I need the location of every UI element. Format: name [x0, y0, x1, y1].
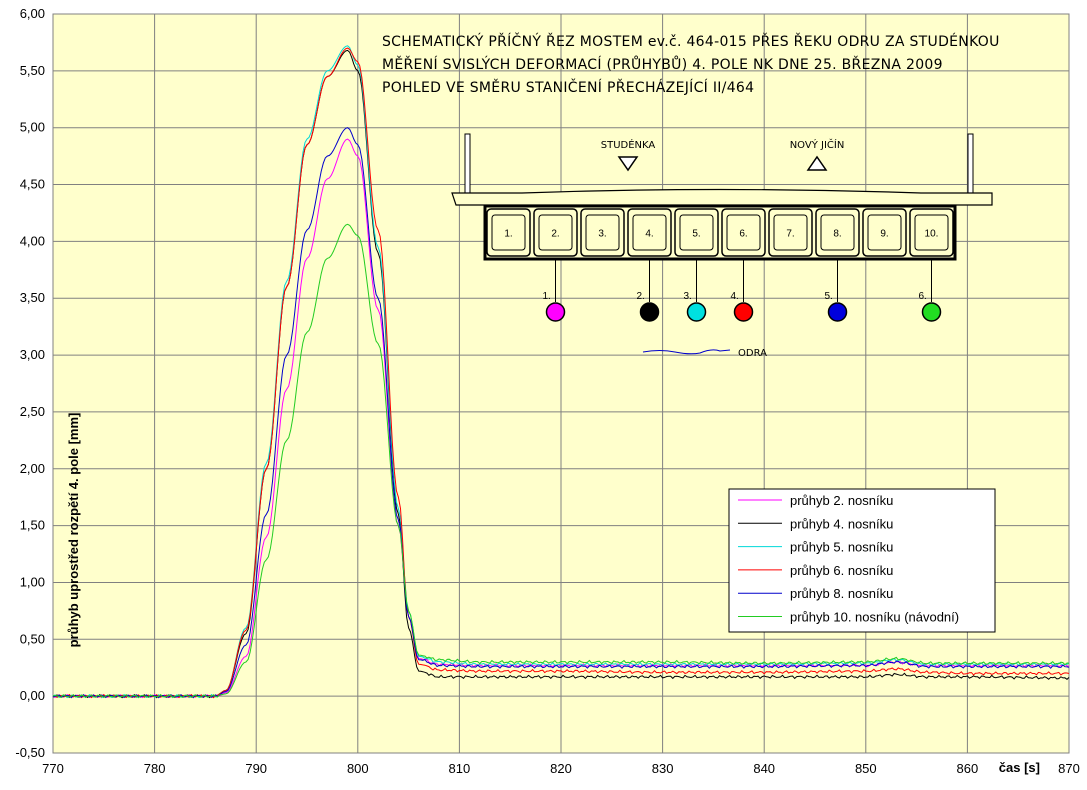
- y-tick-label: 0,00: [20, 688, 45, 703]
- legend-label: průhyb 10. nosníku (návodní): [790, 610, 959, 625]
- sensor-marker: [639, 302, 660, 322]
- y-tick-label: -0,50: [15, 745, 45, 760]
- river-label: ODRA: [738, 348, 767, 359]
- x-tick-label: 790: [245, 761, 267, 776]
- y-tick-label: 3,50: [20, 290, 45, 305]
- beam-cell: [585, 214, 620, 251]
- series-line: [53, 47, 1070, 699]
- bridge-deck: [451, 188, 993, 206]
- sensor-marker: [733, 302, 754, 322]
- beam-cell: [679, 214, 714, 251]
- y-tick-label: 1,00: [20, 574, 45, 589]
- beam-label: 1.: [504, 229, 512, 240]
- sensor-label: 6.: [919, 291, 927, 302]
- legend-box: [728, 488, 996, 633]
- y-tick-label: 2,50: [20, 404, 45, 419]
- chart-title-line-2: MĚŘENÍ SVISLÝCH DEFORMACÍ (PRŮHYBŮ) 4. P…: [382, 55, 943, 73]
- x-axis: 770 780 790 800 810 820 830 840 850 860 870: [42, 761, 1080, 776]
- beam-label: 3.: [598, 229, 606, 240]
- legend-label: průhyb 5. nosníku: [790, 540, 893, 555]
- chart-title-line-3: POHLED VE SMĚRU STANIČENÍ PŘECHÁZEJÍCÍ I…: [382, 78, 754, 96]
- beam-label: 9.: [880, 229, 888, 240]
- sensor-marker: [545, 302, 566, 322]
- x-tick-label: 800: [347, 761, 369, 776]
- beam-cell: [820, 214, 855, 251]
- sensor-marker: [921, 302, 942, 322]
- y-tick-label: 4,50: [20, 177, 45, 192]
- x-tick-label: 810: [449, 761, 471, 776]
- x-tick-label: 820: [550, 761, 572, 776]
- x-tick-label: 850: [855, 761, 877, 776]
- y-tick-label: 1,50: [20, 518, 45, 533]
- beam-cell: [491, 214, 526, 251]
- river-line: [642, 349, 731, 355]
- legend: průhyb 2. nosníku průhyb 4. nosníku průhyb…: [728, 488, 996, 633]
- legend-label: průhyb 6. nosníku: [790, 563, 893, 578]
- legend-label: průhyb 2. nosníku: [790, 493, 893, 508]
- beam-cell: [538, 214, 573, 251]
- sensor-label: 1.: [543, 291, 551, 302]
- y-tick-label: 5,00: [20, 120, 45, 135]
- sensor-label: 5.: [825, 291, 833, 302]
- y-tick-label: 5,50: [20, 63, 45, 78]
- beam-label: 4.: [645, 229, 653, 240]
- sensor-label: 3.: [684, 291, 692, 302]
- y-tick-label: 6,00: [20, 6, 45, 21]
- beam-label: 8.: [833, 229, 841, 240]
- direction-right-label: NOVÝ JIČÍN: [790, 138, 845, 151]
- arrow-up-icon: [806, 155, 828, 171]
- direction-left-label: STUDÉNKA: [601, 138, 656, 151]
- beam-cell: [867, 214, 902, 251]
- beam-label: 10.: [925, 229, 939, 240]
- x-axis-label: čas [s]: [999, 760, 1040, 775]
- y-tick-label: 2,00: [20, 461, 45, 476]
- series-line: [52, 127, 1070, 699]
- arrow-down-icon: [617, 156, 639, 172]
- beam-cell: [632, 214, 667, 251]
- beam-label: 7.: [786, 229, 794, 240]
- series-lines: [52, 45, 1070, 699]
- y-tick-label: 4,00: [20, 233, 45, 248]
- y-tick-label: 3,00: [20, 347, 45, 362]
- beam-label: 2.: [551, 229, 559, 240]
- x-tick-label: 840: [753, 761, 775, 776]
- sensor-marker: [686, 302, 707, 322]
- beam-cell: [773, 214, 808, 251]
- sensor-label: 4.: [731, 291, 739, 302]
- beam-cell: [726, 214, 761, 251]
- sensor-label: 2.: [637, 291, 645, 302]
- beam-label: 5.: [692, 229, 700, 240]
- x-tick-label: 780: [144, 761, 166, 776]
- beam-cell: [914, 214, 949, 251]
- legend-label: průhyb 8. nosníku: [790, 586, 893, 601]
- x-tick-label: 830: [652, 761, 674, 776]
- x-tick-label: 870: [1058, 761, 1080, 776]
- legend-label: průhyb 4. nosníku: [790, 516, 893, 531]
- beam-label: 6.: [739, 229, 747, 240]
- railing-post-right: [967, 133, 974, 195]
- x-tick-label: 770: [42, 761, 64, 776]
- y-tick-label: 0,50: [20, 631, 45, 646]
- y-axis-label: průhyb uprostřed rozpětí 4. pole [mm]: [66, 413, 81, 648]
- y-axis: -0,50 0,00 0,50 1,00 1,50 2,00 2,50 3,00 3,50 4,0…: [15, 6, 45, 760]
- sensor-marker: [827, 302, 848, 322]
- bridge-cross-section: 1. 2. 3. 4. 5. 6. 7. 8. 9. 10. STUDÉNKA NOVÝ JIČÍN 1…: [451, 133, 993, 359]
- series-line: [53, 223, 1070, 699]
- railing-post-left: [464, 133, 471, 195]
- x-tick-label: 860: [957, 761, 979, 776]
- chart-title-line-1: SCHEMATICKÝ PŘÍČNÝ ŘEZ MOSTEM ev.č. 464-…: [382, 32, 1000, 50]
